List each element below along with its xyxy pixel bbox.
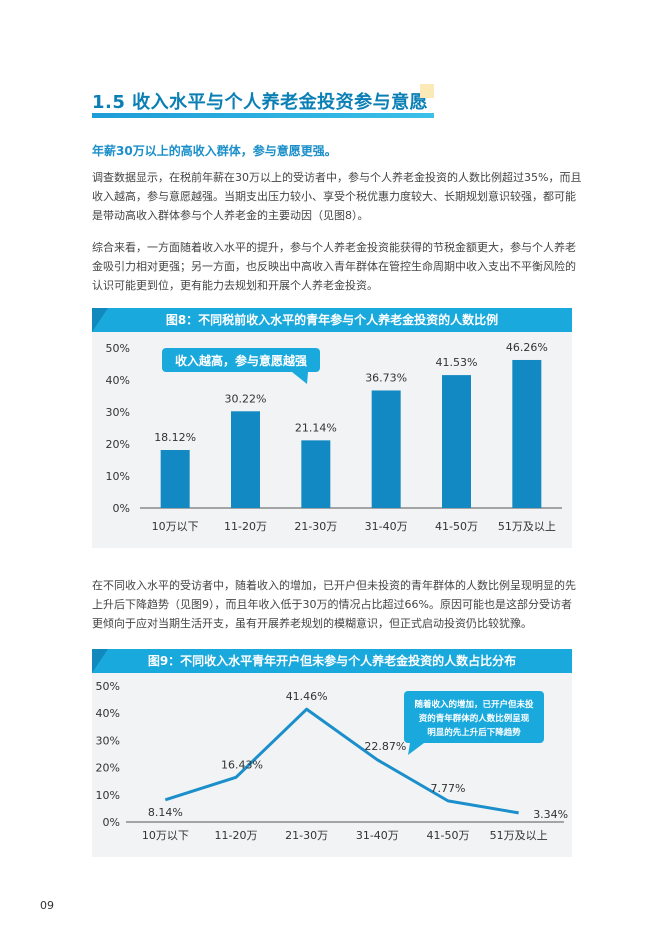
annotation-text: 资的青年群体的人数比例呈现 bbox=[419, 713, 530, 724]
x-tick-label: 31-40万 bbox=[365, 520, 408, 533]
x-tick-label: 41-50万 bbox=[435, 520, 478, 533]
x-tick-label: 21-30万 bbox=[285, 829, 328, 842]
y-tick-label: 10% bbox=[96, 789, 120, 802]
figure-9-header-wedge bbox=[92, 649, 108, 673]
bar bbox=[371, 390, 401, 508]
figure-8-panel: 图8：不同税前收入水平的青年参与个人养老金投资的人数比例 0% 10% 20% 30%… bbox=[92, 308, 572, 548]
y-tick-label: 40% bbox=[106, 374, 130, 387]
y-tick-label: 0% bbox=[103, 816, 120, 829]
figure-9-panel: 图9：不同收入水平青年开户但未参与个人养老金投资的人数占比分布 0% 10% 20%… bbox=[92, 649, 572, 857]
y-tick-label: 20% bbox=[96, 762, 120, 775]
paragraph-3: 在不同收入水平的受访者中，随着收入的增加，已开户但未投资的青年群体的人数比例呈现… bbox=[92, 579, 576, 630]
figure-9-title: 图9：不同收入水平青年开户但未参与个人养老金投资的人数占比分布 bbox=[92, 649, 572, 673]
page-number: 09 bbox=[40, 899, 54, 912]
annotation-text: 随着收入的增加，已开户但未投 bbox=[414, 699, 534, 710]
annotation-pointer bbox=[408, 743, 424, 755]
bar-value-label: 30.22% bbox=[225, 392, 267, 405]
x-tick-label: 21-30万 bbox=[294, 520, 337, 533]
figure-8-chart: 0% 10% 20% 30% 40% 50% 18.12% 10万以下 30.22% 11-20万… bbox=[106, 341, 562, 533]
x-tick-label: 51万及以上 bbox=[498, 520, 556, 533]
figure-8-header-wedge bbox=[92, 308, 108, 332]
series-line bbox=[164, 707, 519, 815]
y-tick-label: 50% bbox=[106, 342, 130, 355]
x-tick-label: 51万及以上 bbox=[490, 829, 548, 842]
y-tick-label: 0% bbox=[113, 502, 130, 515]
figure-9-chart: 0% 10% 20% 30% 40% 50% 8.14% 16.43% 41.46% 22.87%… bbox=[96, 680, 569, 842]
y-tick-label: 30% bbox=[96, 734, 120, 747]
annotation-box bbox=[404, 691, 544, 743]
bar-value-label: 21.14% bbox=[295, 421, 337, 434]
bar-value-label: 41.53% bbox=[436, 356, 478, 369]
annotation-box bbox=[162, 348, 320, 372]
point-value-label: 3.34% bbox=[533, 808, 568, 821]
subtitle: 年薪30万以上的高收入群体，参与意愿更强。 bbox=[92, 144, 337, 158]
paragraph-1: 调查数据显示，在税前年薪在30万以上的受访者中，参与个人养老金投资的人数比例超过… bbox=[92, 171, 582, 222]
x-tick-label: 31-40万 bbox=[356, 829, 399, 842]
title-underline bbox=[92, 113, 434, 118]
x-tick-label: 41-50万 bbox=[427, 829, 470, 842]
figure-8-title: 图8：不同税前收入水平的青年参与个人养老金投资的人数比例 bbox=[92, 308, 572, 332]
bar bbox=[301, 440, 331, 508]
annotation-pointer bbox=[292, 372, 308, 384]
bar-value-label: 46.26% bbox=[506, 341, 548, 354]
x-tick-label: 10万以下 bbox=[152, 520, 199, 533]
y-tick-label: 20% bbox=[106, 438, 130, 451]
bar-value-label: 36.73% bbox=[365, 371, 407, 384]
paragraph-2: 综合来看，一方面随着收入水平的提升，参与个人养老金投资能获得的节税金额更大，参与… bbox=[92, 241, 576, 292]
point-value-label: 16.43% bbox=[221, 758, 263, 771]
point-value-label: 22.87% bbox=[364, 740, 406, 753]
point-value-label: 8.14% bbox=[148, 806, 183, 819]
y-tick-label: 50% bbox=[96, 680, 120, 693]
x-tick-label: 11-20万 bbox=[215, 829, 258, 842]
bar bbox=[512, 359, 542, 508]
y-tick-label: 30% bbox=[106, 406, 130, 419]
title-decoration bbox=[420, 84, 434, 98]
annotation-text: 明显的先上升后下降趋势 bbox=[427, 727, 521, 738]
annotation-text: 收入越高，参与意愿越强 bbox=[175, 353, 307, 368]
x-tick-label: 10万以下 bbox=[142, 829, 189, 842]
bar-value-label: 18.12% bbox=[154, 431, 196, 444]
bar bbox=[231, 411, 260, 508]
point-value-label: 41.46% bbox=[286, 690, 328, 703]
section-title: 1.5 收入水平与个人养老金投资参与意愿 bbox=[92, 92, 429, 113]
x-tick-label: 11-20万 bbox=[224, 520, 267, 533]
bar bbox=[442, 375, 471, 508]
point-value-label: 7.77% bbox=[431, 782, 466, 795]
bar bbox=[160, 450, 190, 508]
y-tick-label: 10% bbox=[106, 470, 130, 483]
y-tick-label: 40% bbox=[96, 707, 120, 720]
